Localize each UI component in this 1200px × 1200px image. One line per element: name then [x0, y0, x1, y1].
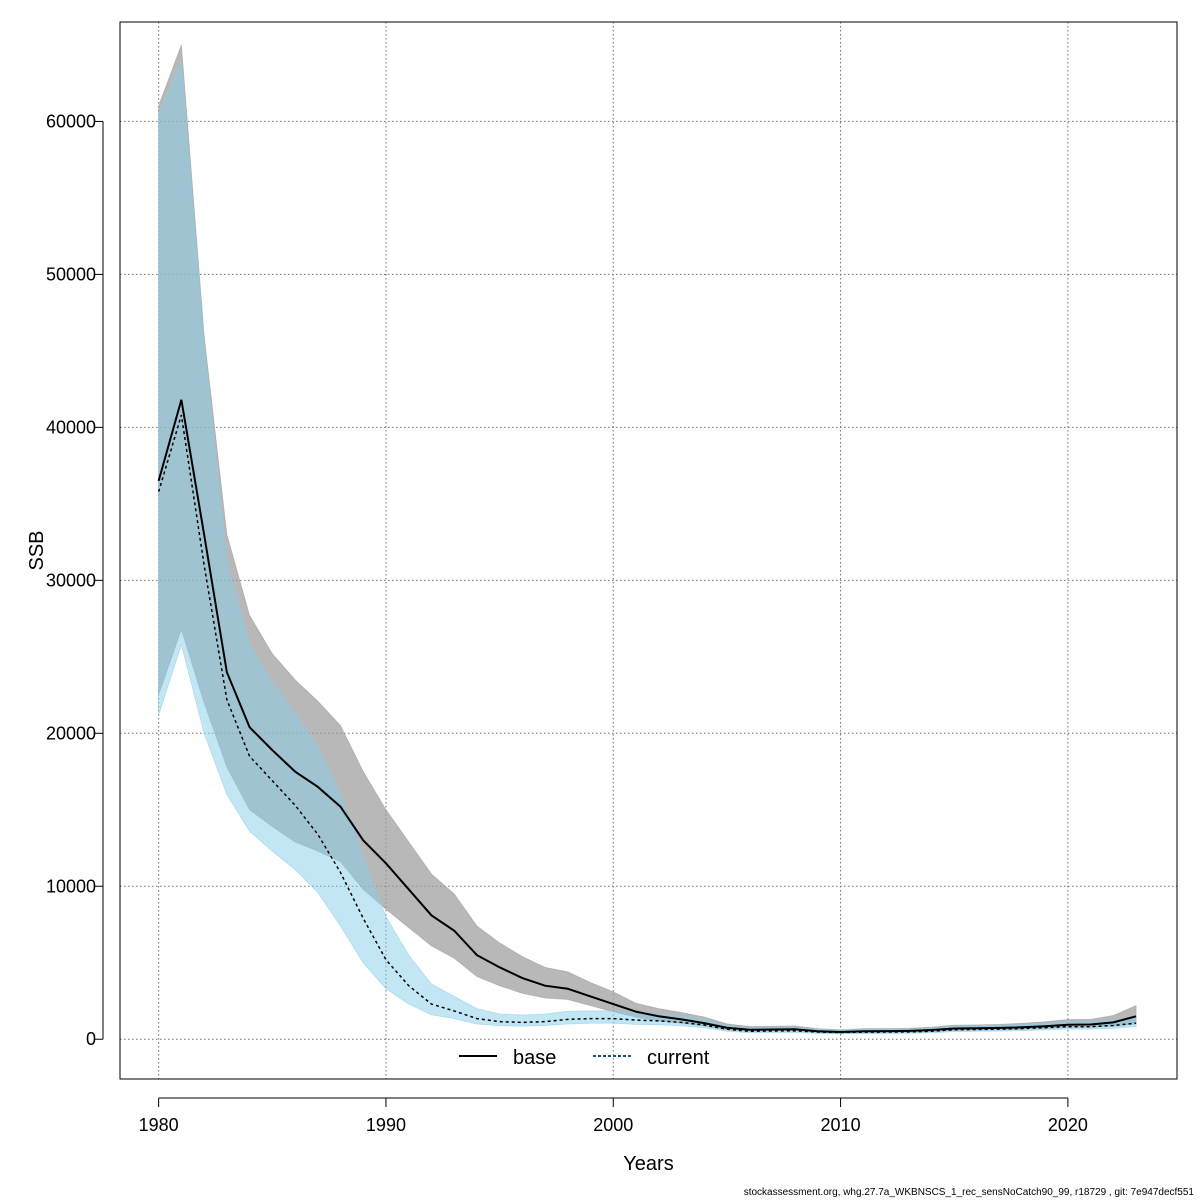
y-tick-label: 10000 [46, 876, 96, 896]
x-tick-label: 1990 [366, 1115, 406, 1135]
footer-caption: stockassessment.org, whg.27.7a_WKBNSCS_1… [743, 1187, 1194, 1198]
x-tick-label: 2010 [821, 1115, 861, 1135]
confidence-band-base [158, 44, 1137, 1034]
x-tick-label: 1980 [139, 1115, 179, 1135]
plot-frame [119, 21, 1178, 1080]
y-tick-label: 60000 [46, 111, 96, 131]
legend-label-base: base [513, 1047, 556, 1069]
x-axis-title: Years [623, 1153, 673, 1175]
grid-lines [120, 22, 1177, 1079]
series-lines [157, 399, 1137, 1034]
x-tick-label: 2000 [593, 1115, 633, 1135]
series-line-base [157, 399, 1137, 1034]
confidence-band-current [158, 60, 1137, 1035]
axes: 1980 1990 2000 2010 2020 0 10000 20000 30000 4000… [46, 111, 1088, 1135]
y-tick-label: 30000 [46, 570, 96, 590]
legend: base current [459, 1047, 710, 1069]
y-tick-label: 20000 [46, 723, 96, 743]
y-tick-label: 40000 [46, 417, 96, 437]
legend-label-current: current [647, 1047, 710, 1069]
y-tick-label: 0 [86, 1029, 96, 1049]
y-tick-label: 50000 [46, 264, 96, 284]
confidence-bands [158, 44, 1137, 1035]
x-tick-label: 2020 [1048, 1115, 1088, 1135]
series-line-current [157, 414, 1137, 1034]
y-axis-title: SSB [26, 530, 48, 570]
